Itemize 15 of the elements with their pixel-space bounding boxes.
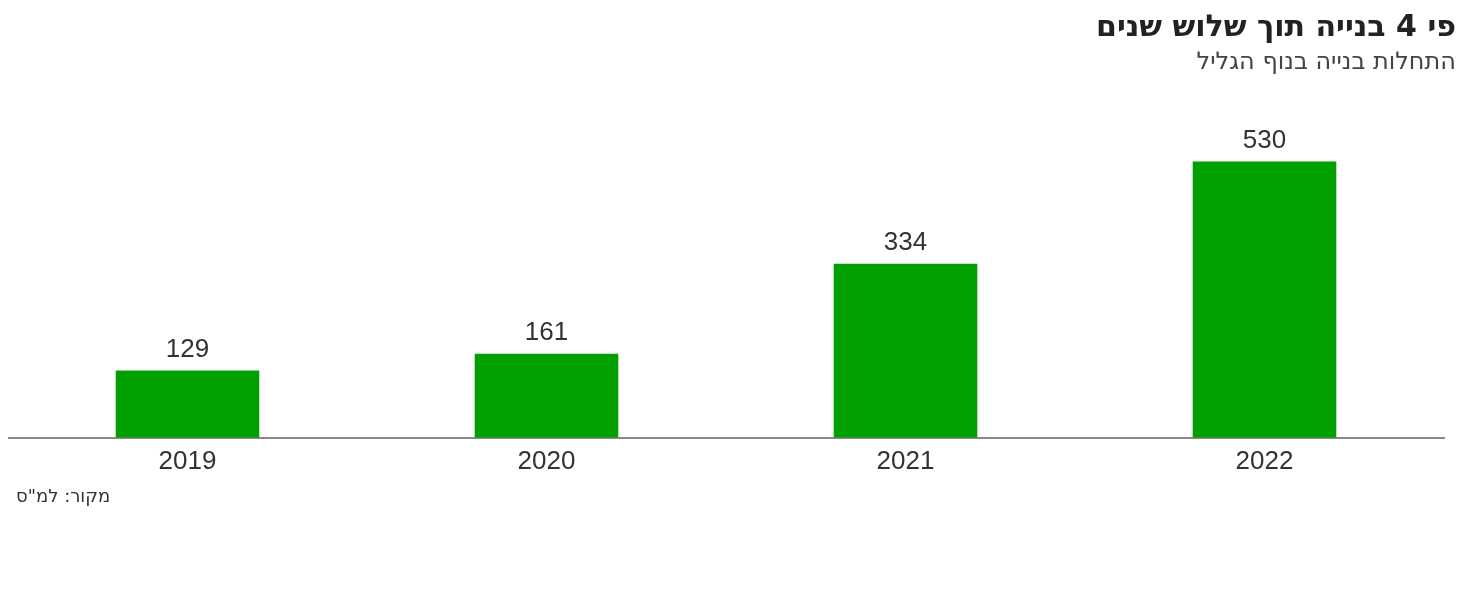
- x-tick-label: 2019: [158, 444, 217, 475]
- bar: [833, 263, 978, 438]
- data-label: 161: [524, 316, 569, 347]
- bar: [1192, 161, 1337, 438]
- x-tick-label: 2022: [1235, 444, 1294, 475]
- data-label: 530: [1242, 123, 1287, 154]
- data-label: 129: [165, 332, 210, 363]
- bar: [474, 353, 619, 438]
- chart-subtitle: התחלות בנייה בנוף הגליל: [1195, 47, 1457, 75]
- x-tick-label: 2020: [517, 444, 576, 475]
- text: מקור: למ"ס: [15, 485, 112, 506]
- bar: [115, 370, 260, 438]
- chart-title: פי 4 בנייה תוך שלוש שנים: [1095, 8, 1457, 43]
- data-label: 334: [883, 225, 928, 256]
- x-tick-label: 2021: [876, 444, 935, 475]
